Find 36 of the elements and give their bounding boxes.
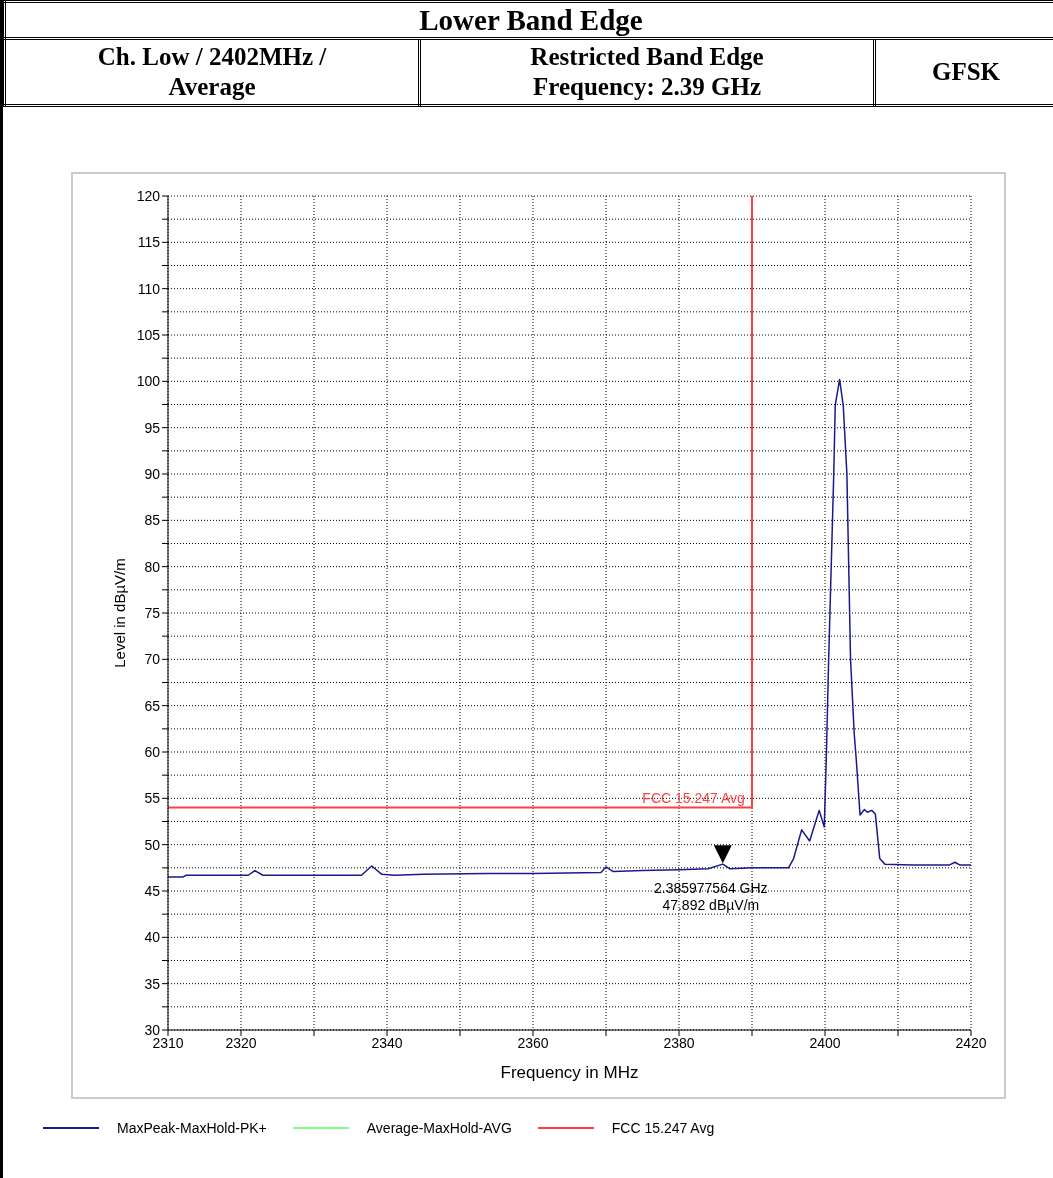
annotation: FCC 15.247 Avg <box>642 789 745 806</box>
x-tick-label: 2420 <box>955 1034 987 1051</box>
x-tick-label: 2340 <box>371 1034 403 1051</box>
y-tick-label: 75 <box>144 604 161 621</box>
y-tick-label: 70 <box>144 651 161 668</box>
y-tick-label: 95 <box>144 419 161 436</box>
chart-title: Lower Band Edge <box>4 1 1053 39</box>
y-tick-label: 80 <box>144 558 161 575</box>
text: Ch. Low / 2402MHz / Average <box>4 38 420 106</box>
x-axis-title: Frequency in MHz <box>500 1063 639 1082</box>
y-tick-label: 45 <box>144 882 161 899</box>
y-tick-label: 120 <box>136 187 161 204</box>
y-tick-label: 35 <box>144 975 161 992</box>
y-tick-label: 85 <box>144 512 161 529</box>
legend-label: Average-MaxHold-AVG <box>366 1120 512 1136</box>
legend-label: MaxPeak-MaxHold-PK+ <box>117 1120 267 1136</box>
line-series <box>168 378 971 878</box>
y-tick-label: 50 <box>144 836 161 853</box>
x-tick-label: 2360 <box>517 1034 549 1051</box>
x-tick-label: 2400 <box>809 1034 841 1051</box>
text: GFSK <box>874 38 1053 106</box>
y-axis-title: Level in dBµV/m <box>111 558 129 668</box>
x-tick-label: 2320 <box>225 1034 257 1051</box>
y-tick-label: 110 <box>137 280 161 297</box>
y-tick-label: 40 <box>144 929 161 946</box>
text: Restricted Band Edge Frequency: 2.39 GHz <box>419 38 875 106</box>
y-tick-label: 55 <box>144 790 161 807</box>
y-tick-label: 115 <box>137 234 161 251</box>
y-tick-label: 90 <box>144 465 161 482</box>
y-tick-label: 105 <box>136 326 161 343</box>
legend-label: FCC 15.247 Avg <box>611 1120 715 1136</box>
y-tick-label: 65 <box>144 697 161 714</box>
x-tick-label: 2380 <box>663 1034 695 1051</box>
y-tick-label: 100 <box>136 373 161 390</box>
annotation: 2.385977564 GHz 47.892 dBµV/m <box>652 880 769 915</box>
y-tick-label: 60 <box>144 743 161 760</box>
